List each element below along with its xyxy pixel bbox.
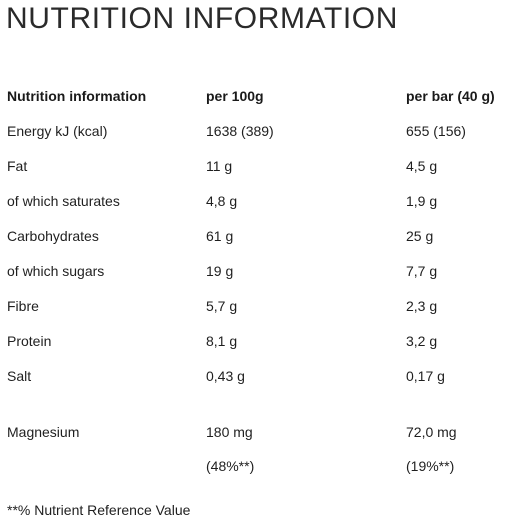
nutrient-name: Carbohydrates: [7, 228, 99, 244]
value-per-bar: 0,17 g: [406, 368, 445, 384]
header-per-100g: per 100g: [206, 88, 264, 104]
table-row: of which sugars 19 g 7,7 g: [0, 259, 514, 283]
value-per-100g: 180 mg: [206, 424, 253, 440]
table-row: (48%**) (19%**): [0, 454, 514, 478]
header-nutrient: Nutrition information: [7, 88, 147, 104]
table-row: Fibre 5,7 g 2,3 g: [0, 294, 514, 318]
table-row: Salt 0,43 g 0,17 g: [0, 364, 514, 388]
value-per-bar: 4,5 g: [406, 158, 438, 174]
nrv-per-100g: (48%**): [206, 458, 255, 474]
value-per-bar: 25 g: [406, 228, 434, 244]
value-per-100g: 11 g: [206, 158, 233, 174]
value-per-100g: 0,43 g: [206, 368, 245, 384]
nutrient-name: of which saturates: [7, 193, 120, 209]
nutrient-name: Protein: [7, 333, 52, 349]
nutrient-name: Fibre: [7, 298, 39, 314]
table-row: Carbohydrates 61 g 25 g: [0, 224, 514, 248]
nutrient-name: Energy kJ (kcal): [7, 123, 108, 139]
table-row: Fat 11 g 4,5 g: [0, 154, 514, 178]
value-per-100g: 4,8 g: [206, 193, 238, 209]
value-per-bar: 7,7 g: [406, 263, 438, 279]
header-per-bar: per bar (40 g): [406, 88, 495, 104]
value-per-100g: 1638 (389): [206, 123, 274, 139]
value-per-bar: 655 (156): [406, 123, 466, 139]
value-per-bar: 2,3 g: [406, 298, 438, 314]
nutrient-name: Fat: [7, 158, 28, 174]
table-header-row: Nutrition information per 100g per bar (…: [0, 84, 514, 108]
value-per-bar: 3,2 g: [406, 333, 438, 349]
page-title: NUTRITION INFORMATION: [6, 2, 399, 35]
nrv-per-bar: (19%**): [406, 458, 455, 474]
value-per-100g: 61 g: [206, 228, 234, 244]
table-row: Magnesium 180 mg 72,0 mg: [0, 420, 514, 444]
table-row: of which saturates 4,8 g 1,9 g: [0, 189, 514, 213]
table-row: Protein 8,1 g 3,2 g: [0, 329, 514, 353]
nutrient-name: Magnesium: [7, 424, 80, 440]
value-per-bar: 1,9 g: [406, 193, 438, 209]
nutrient-name: of which sugars: [7, 263, 105, 279]
footnote: **% Nutrient Reference Value: [7, 502, 191, 518]
value-per-100g: 5,7 g: [206, 298, 238, 314]
value-per-100g: 8,1 g: [206, 333, 238, 349]
value-per-100g: 19 g: [206, 263, 234, 279]
value-per-bar: 72,0 mg: [406, 424, 457, 440]
nutrient-name: Salt: [7, 368, 32, 384]
table-row: Energy kJ (kcal) 1638 (389) 655 (156): [0, 119, 514, 143]
